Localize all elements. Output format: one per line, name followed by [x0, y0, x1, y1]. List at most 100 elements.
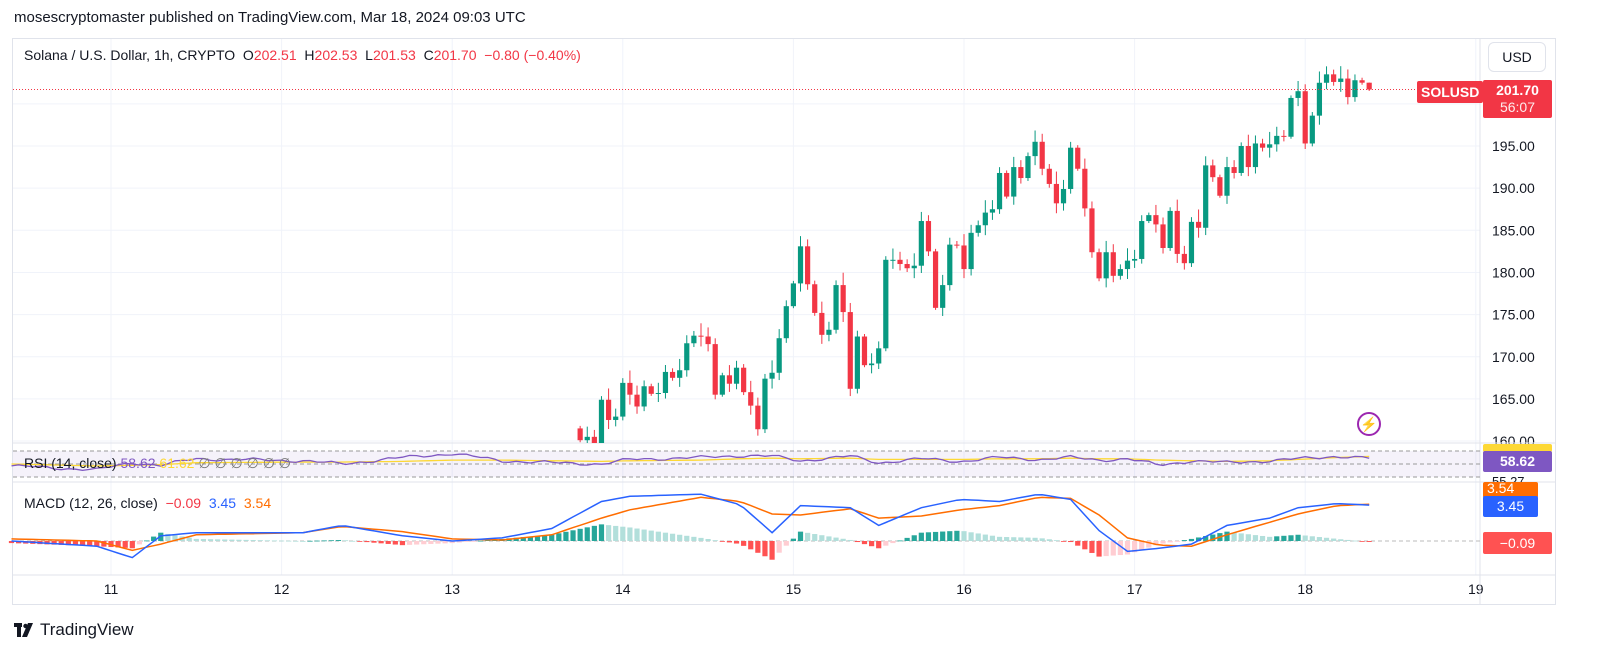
candle-body	[1174, 210, 1180, 254]
macd-histogram-bar	[691, 536, 697, 541]
hist-axis-tag: −0.09	[1483, 532, 1552, 554]
symbol-legend: Solana / U.S. Dollar, 1h, CRYPTO O202.51…	[24, 47, 581, 63]
macd-histogram-bar	[627, 527, 633, 541]
macd-histogram-bar	[1053, 540, 1060, 541]
price-axis-label: 165.00	[1492, 391, 1535, 407]
candle-body	[655, 392, 661, 394]
candle-body	[1259, 143, 1266, 148]
macd-histogram-bar	[1025, 537, 1031, 541]
candle-body	[812, 284, 818, 313]
macd-histogram-bar	[961, 531, 967, 541]
rsi-line	[11, 453, 1370, 472]
candle-body	[1245, 146, 1251, 168]
alert-button[interactable]: ⚡	[1357, 412, 1381, 436]
macd-histogram-bar	[1139, 541, 1145, 550]
candle-body	[1089, 208, 1095, 253]
macd-histogram-bar	[1181, 540, 1187, 541]
macd-histogram-bar	[136, 541, 143, 545]
macd-histogram-bar	[428, 541, 434, 544]
macd-histogram-bar	[968, 532, 974, 541]
candle-body	[1323, 74, 1330, 83]
macd-histogram-bar	[1032, 537, 1038, 541]
macd-histogram-bar	[648, 530, 654, 541]
macd-histogram-bar	[271, 540, 278, 542]
macd-histogram-bar	[1117, 541, 1123, 556]
candle-body	[1224, 167, 1230, 196]
macd-histogram-bar	[513, 537, 519, 541]
brand-name: TradingView	[40, 620, 134, 639]
price-axis-label: 190.00	[1492, 180, 1535, 196]
macd-axis-tag: 3.45	[1483, 496, 1538, 517]
time-axis-label: 12	[274, 581, 290, 597]
macd-histogram-bar	[122, 541, 128, 548]
macd-histogram-bar	[207, 539, 214, 541]
macd-histogram-bar	[1089, 541, 1095, 553]
candle-body	[961, 245, 967, 270]
macd-histogram-bar	[982, 534, 988, 541]
candle-body	[833, 285, 839, 330]
macd-histogram-bar	[1331, 538, 1337, 541]
candle-body	[954, 244, 960, 246]
candle-body	[1082, 168, 1088, 209]
tradingview-logo-icon	[14, 623, 33, 637]
macd-histogram-bar	[456, 541, 462, 543]
macd-histogram-bar	[783, 541, 789, 546]
tradingview-logo[interactable]: TradingView	[14, 620, 134, 640]
candle-body	[1103, 252, 1109, 279]
macd-histogram-bar	[1316, 537, 1323, 541]
macd-histogram-bar	[115, 541, 121, 548]
macd-histogram-bar	[748, 541, 754, 550]
price-axis-label: 180.00	[1492, 264, 1535, 280]
low-value: 201.53	[372, 47, 416, 63]
macd-title: MACD (12, 26, close)	[24, 495, 158, 511]
candle-body	[613, 416, 619, 420]
macd-histogram-bar	[712, 540, 718, 541]
rsi-legend[interactable]: RSI (14, close) 58.62 61.62 ∅ ∅ ∅ ∅ ∅ ∅	[24, 455, 291, 472]
macd-histogram-bar	[8, 541, 15, 544]
macd-histogram-bar	[1082, 541, 1088, 550]
candle-body	[762, 378, 768, 430]
macd-histogram-bar	[797, 531, 804, 541]
macd-histogram-bar	[861, 541, 868, 545]
macd-histogram-bar	[1018, 537, 1024, 541]
high-value: 202.53	[314, 47, 358, 63]
candle-body	[1210, 165, 1216, 178]
macd-histogram-bar	[542, 535, 548, 541]
last-price-tag: 201.70 56:07	[1483, 80, 1552, 118]
currency-button[interactable]: USD	[1488, 42, 1546, 72]
candle-body	[1302, 91, 1308, 144]
candles	[577, 66, 1372, 443]
macd-histogram-bar	[733, 541, 740, 544]
candle-body	[1032, 141, 1038, 157]
macd-histogram-bar	[1295, 534, 1301, 541]
candle-body	[819, 312, 825, 335]
candle-body	[932, 251, 939, 308]
macd-histogram-bar	[577, 528, 583, 541]
macd-histogram-bar	[563, 531, 569, 541]
candle-body	[1295, 91, 1301, 98]
macd-histogram-bar	[243, 539, 249, 541]
candle-body	[1238, 146, 1244, 173]
candle-body	[605, 399, 612, 420]
signal-axis-tag: 3.54	[1483, 482, 1538, 498]
candle-body	[918, 221, 924, 266]
macd-histogram-bar	[776, 541, 782, 553]
candle-body	[790, 283, 796, 307]
macd-histogram-bar	[158, 532, 164, 541]
macd-histogram-bar	[193, 538, 199, 541]
candle-body	[1110, 252, 1116, 276]
macd-histogram-bar	[1224, 531, 1230, 541]
macd-histogram-bar	[833, 537, 839, 541]
macd-legend[interactable]: MACD (12, 26, close) −0.09 3.45 3.54	[24, 495, 271, 511]
macd-histogram-bar	[876, 541, 882, 549]
candle-body	[1146, 215, 1152, 222]
macd-histogram-bar	[769, 541, 775, 560]
candle-body	[996, 172, 1003, 210]
macd-histogram-bar	[1075, 541, 1081, 546]
time-axis-label: 19	[1468, 581, 1484, 597]
macd-histogram-bar	[669, 533, 676, 541]
open-label: O	[242, 47, 254, 63]
symbol-name[interactable]: Solana / U.S. Dollar, 1h, CRYPTO	[24, 47, 236, 63]
macd-histogram-bar	[1060, 541, 1067, 542]
